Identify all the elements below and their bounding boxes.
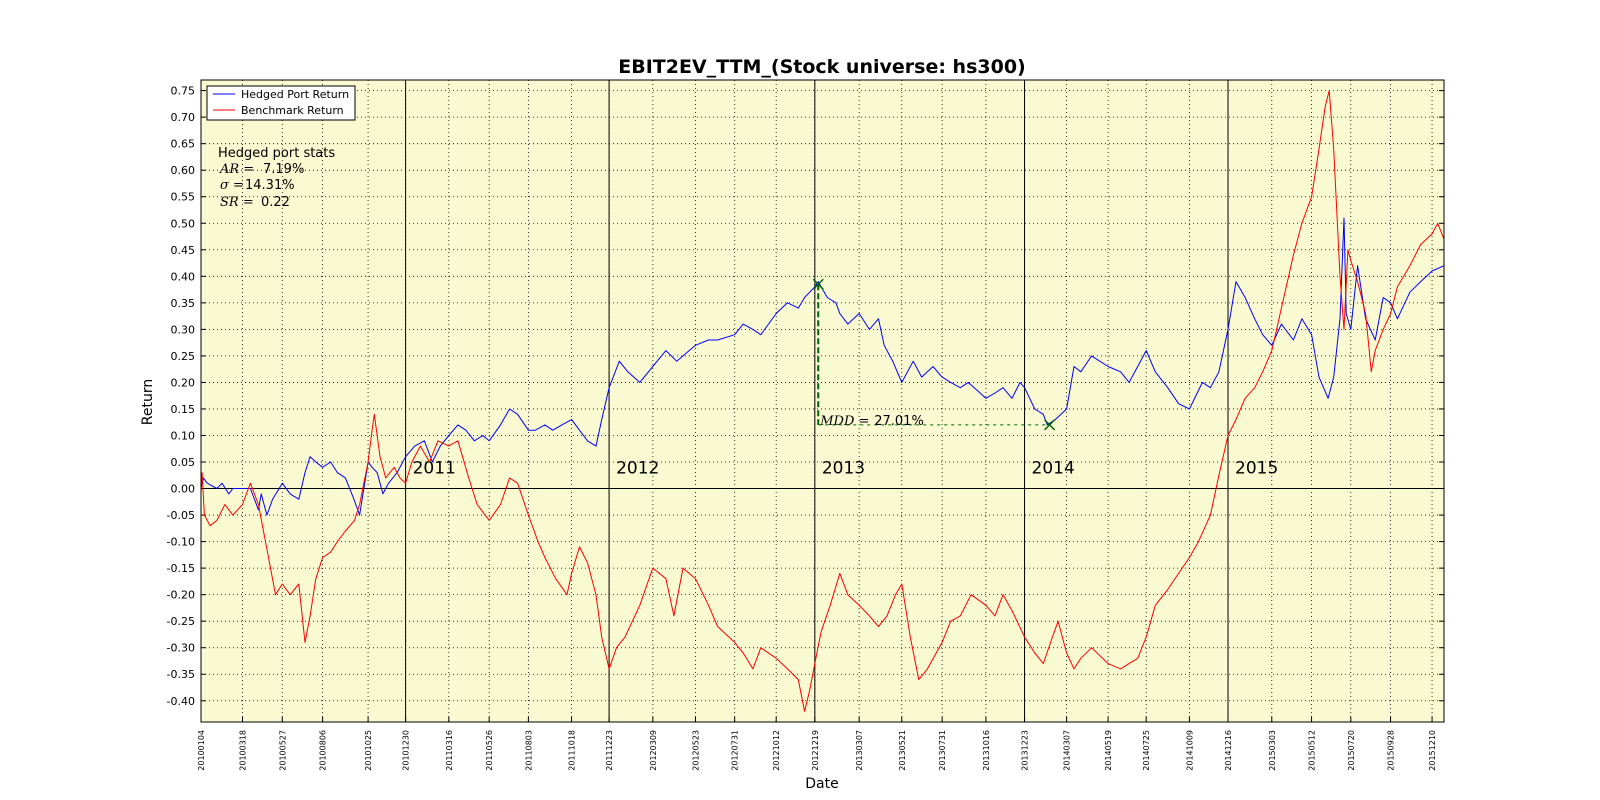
mdd-label: MDD = [819,414,869,429]
y-tick-label: 0.60 [171,164,196,177]
x-tick-label: 20120309 [649,730,658,771]
x-tick-label: 20120523 [691,730,700,771]
y-tick-label: 0.50 [171,217,196,230]
x-tick-label: 20111223 [605,730,614,771]
y-axis-label: Return [140,379,156,425]
stats-sigma-value: 14.31% [245,178,295,193]
y-tick-label: -0.20 [167,589,195,602]
year-divider-lines [405,80,1229,722]
x-tick-label: 20100318 [238,730,247,771]
benchmark-return-line [200,90,1445,712]
hedged-port-return-line [200,217,1445,516]
x-tick-label: 20101025 [364,730,373,771]
y-tick-label: 0.35 [171,297,196,310]
x-tick-label: 20131223 [1021,730,1030,771]
x-tick-label: 20120731 [731,730,740,771]
y-tick-label: 0.55 [171,191,196,204]
y-tick-label: -0.05 [167,509,195,522]
x-tick-label: 20130307 [855,730,864,771]
stats-ar-value: 7.19% [263,162,304,177]
legend-label-hedged: Hedged Port Return [241,88,349,101]
mdd-peak-marker [812,278,824,290]
y-tick-label: -0.40 [167,695,195,708]
x-tick-label: 20150928 [1387,730,1396,771]
x-tick-label: 20150720 [1347,730,1356,771]
y-tick-label: 0.25 [171,350,196,363]
y-tick-label: 0.40 [171,270,196,283]
year-label: 2014 [1032,458,1075,478]
x-tick-label: 20100527 [278,730,287,771]
x-tick-label: 20100806 [319,730,328,771]
stats-box: Hedged port stats AR = 7.19% σ = 14.31% … [218,146,335,210]
y-tick-label: 0.65 [171,138,196,151]
plot-frame [200,79,1445,723]
x-tick-label: 20130731 [938,730,947,771]
x-tick-label: 20110803 [524,730,533,771]
year-label: 2012 [616,458,659,478]
x-tick-label: 20150512 [1308,730,1317,771]
y-tick-label: 0.75 [171,85,196,98]
stats-sr-label: SR = [220,195,254,210]
x-tick-label: 20110526 [485,730,494,771]
legend-box [206,85,356,121]
y-tick-label: 0.15 [171,403,196,416]
y-tick-label: 0.70 [171,111,196,124]
x-tick-label: 20140725 [1142,730,1151,771]
x-tick-label: 20141216 [1224,730,1233,771]
x-axis-ticks: 20100104 20100318 20100527 20100806 20101025… [197,717,1437,771]
x-tick-label: 20110316 [445,730,454,771]
x-tick-label: 20100104 [197,730,206,771]
x-axis-label: Date [805,776,838,792]
y-tick-label: 0.45 [171,244,196,257]
legend-label-benchmark: Benchmark Return [241,104,344,117]
x-tick-label: 20101230 [402,730,411,771]
x-tick-label: 20131016 [982,730,991,771]
y-axis-ticks: -0.40 -0.35 -0.30 -0.25 -0.20 -0.15 -0.10 -0.05… [167,85,1444,708]
y-tick-label: -0.35 [167,668,195,681]
mdd-trough-marker [1044,419,1056,431]
x-tick-label: 20141009 [1185,730,1194,771]
y-tick-label: 0.00 [171,483,196,496]
year-label: 2011 [413,458,456,478]
x-tick-label: 20151210 [1428,730,1437,771]
stats-ar-label: AR = [219,162,254,177]
y-tick-label: 0.10 [171,429,196,442]
x-tick-label: 20121012 [772,730,781,771]
x-tick-label: 20130521 [898,730,907,771]
stats-heading: Hedged port stats [218,146,335,161]
y-tick-label: -0.25 [167,615,195,628]
year-labels: 2011 2012 2013 2014 2015 [413,458,1279,478]
y-tick-label: 0.20 [171,376,196,389]
x-tick-label: 20140519 [1104,730,1113,771]
mdd-value: 27.01% [874,414,924,429]
x-tick-label: 20150303 [1268,730,1277,771]
chart-title: EBIT2EV_TTM_(Stock universe: hs300) [618,56,1025,78]
legend: Hedged Port Return Benchmark Return [206,85,356,121]
mdd-annotation: MDD = 27.01% [812,278,1056,431]
x-tick-label: 20111018 [568,730,577,771]
series-lines [200,90,1445,712]
y-tick-label: 0.05 [171,456,196,469]
y-tick-label: -0.15 [167,562,195,575]
year-label: 2015 [1235,458,1278,478]
y-tick-label: -0.10 [167,536,195,549]
x-tick-label: 20121219 [811,730,820,771]
stats-sr-value: 0.22 [261,195,290,210]
grid [200,80,1444,722]
stats-sigma-label: σ = [220,178,244,193]
y-tick-label: -0.30 [167,642,195,655]
x-tick-label: 20140307 [1063,730,1072,771]
year-label: 2013 [822,458,865,478]
y-tick-label: 0.30 [171,323,196,336]
plot-background [201,80,1444,722]
